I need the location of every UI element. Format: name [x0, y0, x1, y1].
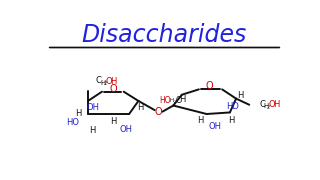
- Text: O: O: [206, 81, 213, 91]
- Text: Disaccharides: Disaccharides: [81, 23, 247, 48]
- Text: HO: HO: [160, 96, 172, 105]
- Text: O: O: [109, 84, 117, 94]
- Text: C: C: [95, 76, 101, 85]
- Text: H: H: [138, 103, 144, 112]
- Text: ₂: ₂: [174, 99, 176, 104]
- Text: 2: 2: [104, 82, 107, 86]
- Text: C: C: [260, 100, 265, 109]
- Text: H: H: [264, 103, 269, 109]
- Text: 2: 2: [267, 105, 270, 110]
- Text: C: C: [175, 96, 180, 105]
- Text: OH: OH: [120, 125, 132, 134]
- Text: OH: OH: [86, 103, 99, 112]
- Text: H: H: [100, 80, 105, 86]
- Text: HD: HD: [226, 102, 239, 111]
- Text: H: H: [110, 77, 117, 86]
- Text: H: H: [273, 100, 280, 109]
- Text: OH: OH: [209, 122, 222, 131]
- Text: O: O: [268, 100, 275, 109]
- Text: O: O: [106, 77, 112, 86]
- Text: H: H: [197, 116, 204, 125]
- Text: H: H: [179, 95, 185, 104]
- Text: H: H: [76, 109, 82, 118]
- Text: H: H: [90, 126, 96, 135]
- Text: H: H: [237, 91, 243, 100]
- Text: O: O: [155, 107, 162, 117]
- Text: H: H: [228, 116, 235, 125]
- Text: H: H: [170, 98, 174, 103]
- Text: H: H: [110, 117, 117, 126]
- Text: HO: HO: [66, 118, 79, 127]
